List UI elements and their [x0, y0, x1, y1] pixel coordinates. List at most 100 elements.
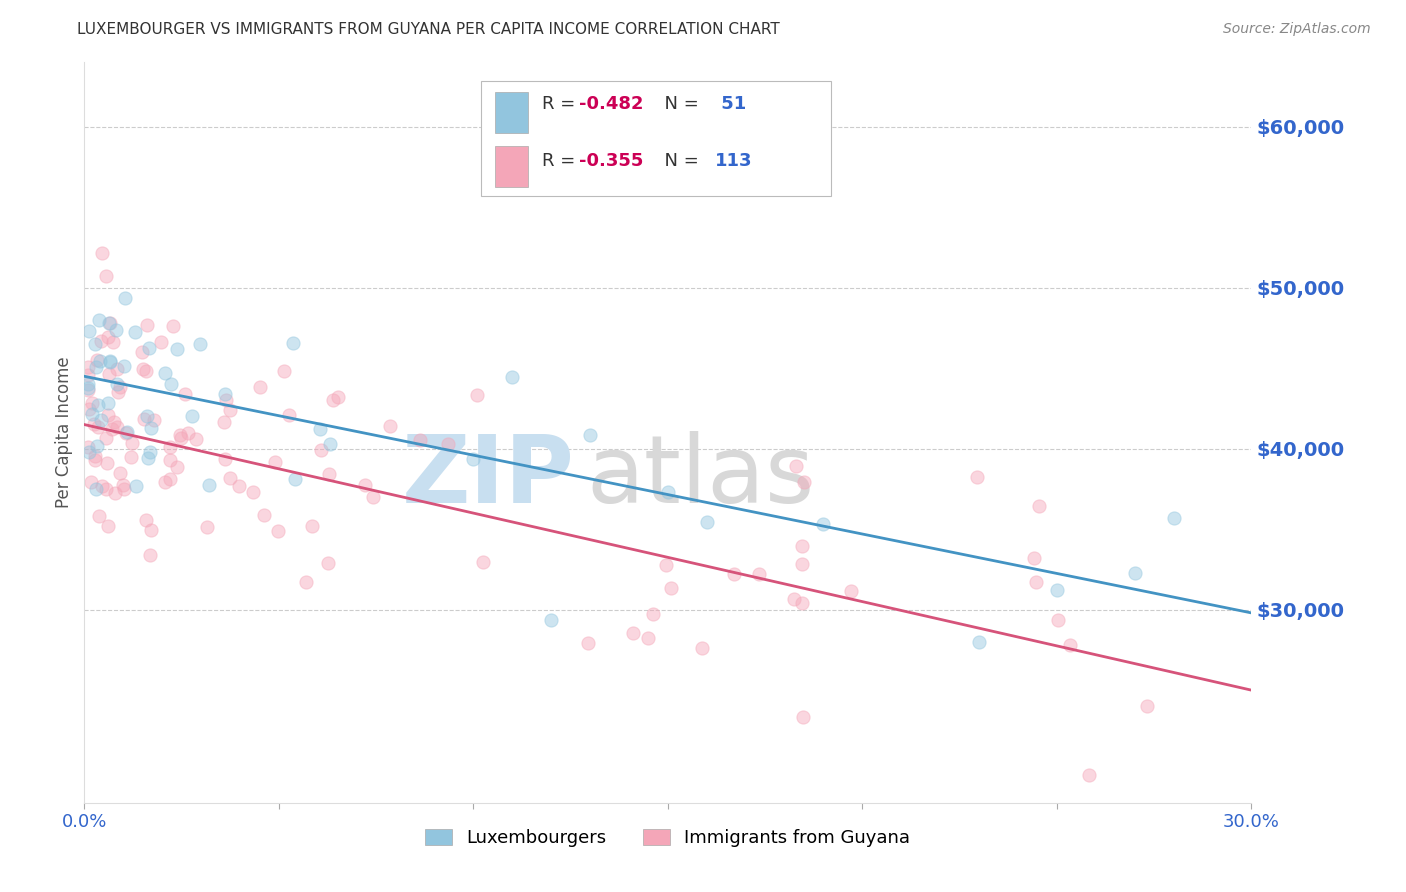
Point: [112, 478, 135, 492]
Point: [114, 291, 136, 305]
Point: [1047, 613, 1070, 627]
Point: [214, 393, 236, 408]
Point: [540, 614, 562, 628]
Point: [107, 384, 129, 399]
Point: [77, 368, 100, 383]
Point: [281, 335, 304, 350]
Point: [82, 396, 104, 410]
Point: [139, 548, 162, 562]
Point: [94, 482, 117, 496]
Point: [792, 596, 814, 610]
Text: N =: N =: [652, 153, 704, 170]
Point: [91, 245, 114, 260]
Point: [212, 415, 235, 429]
Point: [1025, 575, 1047, 590]
Text: 113: 113: [714, 153, 752, 170]
Point: [219, 403, 242, 417]
Point: [120, 450, 142, 464]
Point: [316, 557, 339, 571]
Point: [77, 325, 100, 339]
Point: [436, 436, 458, 450]
FancyBboxPatch shape: [481, 81, 831, 195]
Point: [115, 425, 138, 440]
Point: [112, 482, 135, 496]
Point: [90, 413, 112, 427]
Point: [98, 354, 121, 368]
Point: [785, 459, 807, 474]
Point: [621, 626, 644, 640]
Point: [284, 473, 307, 487]
Point: [108, 466, 131, 480]
Point: [643, 607, 665, 621]
Point: [89, 509, 111, 524]
Text: Source: ZipAtlas.com: Source: ZipAtlas.com: [1223, 22, 1371, 37]
Text: atlas: atlas: [586, 431, 814, 523]
Point: [166, 460, 188, 475]
Point: [125, 479, 148, 493]
Point: [967, 635, 990, 649]
Point: [273, 364, 295, 378]
Point: [134, 411, 156, 425]
Point: [77, 445, 100, 459]
Point: [108, 380, 131, 394]
Point: [101, 335, 124, 350]
Point: [309, 442, 332, 457]
Point: [318, 437, 340, 451]
Point: [90, 334, 112, 348]
Text: N =: N =: [652, 95, 704, 113]
Point: [218, 471, 240, 485]
Point: [465, 388, 488, 402]
Point: [104, 486, 127, 500]
Point: [77, 376, 100, 391]
Point: [378, 419, 401, 434]
Point: [326, 390, 349, 404]
Point: [98, 317, 121, 331]
Point: [166, 342, 188, 356]
Point: [138, 341, 160, 355]
Point: [77, 440, 100, 454]
Point: [783, 592, 806, 607]
Point: [294, 575, 316, 590]
Point: [97, 396, 120, 410]
Text: -0.482: -0.482: [579, 95, 644, 113]
Point: [87, 398, 110, 412]
Text: 51: 51: [714, 95, 745, 113]
Point: [77, 380, 100, 394]
Point: [655, 558, 678, 573]
Point: [1123, 566, 1146, 581]
Point: [692, 640, 714, 655]
Point: [136, 451, 159, 466]
Point: [132, 362, 155, 376]
Point: [89, 354, 111, 368]
Point: [83, 417, 105, 431]
Point: [105, 376, 128, 391]
Point: [169, 428, 191, 442]
Point: [188, 336, 211, 351]
Point: [463, 451, 485, 466]
Point: [264, 455, 287, 469]
Point: [83, 449, 105, 463]
Point: [97, 519, 120, 533]
Text: R =: R =: [541, 153, 581, 170]
FancyBboxPatch shape: [495, 92, 527, 133]
Point: [105, 323, 128, 337]
Point: [86, 353, 108, 368]
Point: [696, 515, 718, 529]
Legend: Luxembourgers, Immigrants from Guyana: Luxembourgers, Immigrants from Guyana: [418, 822, 918, 855]
Point: [242, 485, 264, 500]
Point: [1028, 499, 1050, 513]
Point: [96, 456, 118, 470]
Point: [98, 355, 121, 369]
Point: [91, 479, 114, 493]
Text: LUXEMBOURGER VS IMMIGRANTS FROM GUYANA PER CAPITA INCOME CORRELATION CHART: LUXEMBOURGER VS IMMIGRANTS FROM GUYANA P…: [77, 22, 780, 37]
Point: [77, 383, 100, 397]
Point: [1163, 511, 1185, 525]
Point: [105, 362, 128, 376]
Point: [77, 360, 100, 375]
Point: [1024, 551, 1046, 566]
Point: [139, 421, 162, 435]
Point: [966, 469, 988, 483]
Point: [136, 318, 159, 333]
Point: [790, 539, 813, 553]
Point: [253, 508, 276, 522]
